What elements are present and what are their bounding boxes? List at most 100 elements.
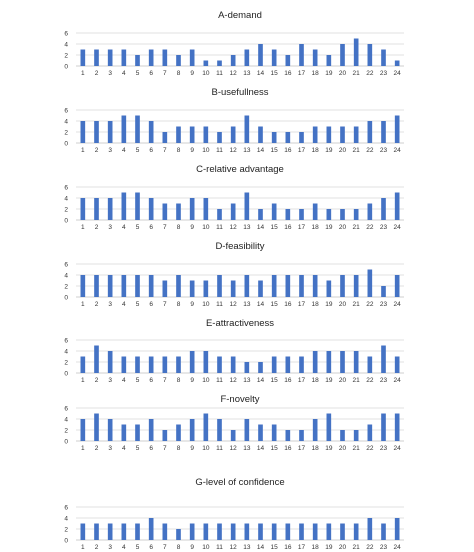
bar-18 [312, 49, 318, 66]
bar-13 [244, 115, 250, 143]
bar-11 [217, 209, 222, 220]
bar-12 [230, 523, 236, 540]
x-tick-label: 13 [243, 445, 251, 452]
bar-12 [230, 55, 236, 66]
bar-4 [121, 523, 127, 540]
bar-20 [340, 275, 345, 297]
bar-8 [176, 356, 181, 373]
x-tick-label: 13 [243, 224, 251, 231]
bar-1 [80, 198, 86, 220]
bar-12 [230, 430, 236, 441]
x-tick-label: 9 [190, 377, 194, 384]
x-tick-label: 23 [380, 377, 388, 384]
x-tick-label: 2 [95, 377, 99, 384]
bar-16 [285, 55, 291, 66]
chart-title: B-usefullness [211, 87, 268, 98]
x-tick-label: 21 [353, 301, 361, 308]
bar-2 [94, 49, 99, 66]
x-tick-label: 10 [202, 224, 210, 231]
bar-1 [80, 419, 86, 441]
x-tick-label: 10 [202, 301, 210, 308]
bar-21 [353, 126, 359, 143]
x-tick-label: 4 [122, 377, 126, 384]
y-tick-label: 6 [64, 184, 68, 191]
bar-1 [80, 49, 86, 66]
x-tick-label: 14 [257, 544, 265, 551]
x-tick-label: 15 [271, 544, 279, 551]
x-tick-label: 23 [380, 147, 388, 154]
bar-17 [299, 356, 304, 373]
bar-6 [148, 356, 154, 373]
bar-16 [285, 356, 291, 373]
x-tick-label: 14 [257, 70, 265, 77]
x-tick-label: 8 [177, 445, 181, 452]
x-tick-label: 1 [81, 147, 85, 154]
bar-3 [107, 275, 113, 297]
bar-18 [312, 419, 318, 441]
bar-11 [217, 523, 222, 540]
bar-18 [312, 351, 318, 373]
y-tick-label: 2 [64, 206, 68, 213]
x-tick-label: 6 [149, 70, 153, 77]
x-tick-label: 17 [298, 377, 306, 384]
bar-21 [353, 523, 359, 540]
x-tick-label: 9 [190, 445, 194, 452]
bar-16 [285, 209, 291, 220]
bar-1 [80, 121, 86, 143]
bar-7 [162, 430, 168, 441]
bar-9 [189, 419, 195, 441]
bar-23 [381, 345, 386, 373]
bar-10 [203, 523, 209, 540]
x-tick-label: 14 [257, 147, 265, 154]
bar-15 [271, 49, 277, 66]
x-tick-label: 16 [284, 301, 292, 308]
bar-8 [176, 424, 181, 441]
y-tick-label: 2 [64, 129, 68, 136]
bar-14 [258, 44, 263, 66]
bar-24 [394, 275, 400, 297]
x-tick-label: 9 [190, 224, 194, 231]
x-tick-label: 4 [122, 445, 126, 452]
bar-3 [107, 121, 113, 143]
bar-12 [230, 203, 236, 220]
x-tick-label: 14 [257, 377, 265, 384]
bar-4 [121, 275, 127, 297]
x-tick-label: 5 [136, 224, 140, 231]
x-tick-label: 5 [136, 445, 140, 452]
bar-13 [244, 362, 250, 373]
bar-6 [148, 419, 154, 441]
x-tick-label: 3 [108, 70, 112, 77]
bar-5 [135, 192, 140, 220]
x-tick-label: 18 [312, 445, 320, 452]
bar-18 [312, 275, 318, 297]
bar-22 [367, 518, 373, 540]
bar-24 [394, 192, 400, 220]
bar-7 [162, 523, 168, 540]
bar-15 [271, 356, 277, 373]
bar-19 [326, 209, 332, 220]
x-tick-label: 21 [353, 147, 361, 154]
chart-title: E-attractiveness [206, 318, 274, 329]
bar-24 [394, 60, 400, 66]
x-tick-label: 24 [394, 147, 402, 154]
bar-19 [326, 413, 332, 441]
x-tick-label: 2 [95, 70, 99, 77]
x-tick-label: 15 [271, 301, 279, 308]
x-tick-label: 21 [353, 544, 361, 551]
bar-23 [381, 49, 386, 66]
x-tick-label: 2 [95, 445, 99, 452]
bar-5 [135, 424, 140, 441]
x-tick-label: 20 [339, 377, 347, 384]
x-tick-label: 4 [122, 70, 126, 77]
bar-3 [107, 419, 113, 441]
bar-4 [121, 424, 127, 441]
x-tick-label: 17 [298, 445, 306, 452]
x-tick-label: 10 [202, 544, 210, 551]
x-tick-label: 16 [284, 377, 292, 384]
x-tick-label: 7 [163, 445, 167, 452]
bar-8 [176, 529, 181, 540]
y-tick-label: 6 [64, 261, 68, 268]
